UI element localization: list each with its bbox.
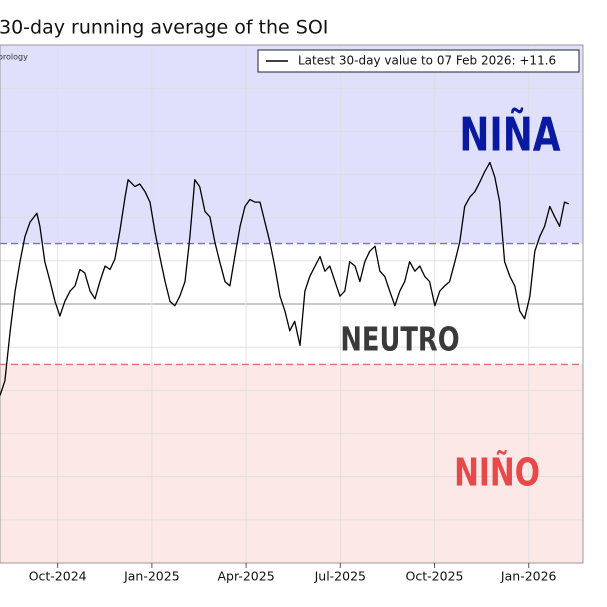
x-tick-label: Jan-2025 xyxy=(123,569,180,584)
plot-area xyxy=(0,44,584,568)
zone-label: NIÑA xyxy=(459,107,560,162)
plot-frame xyxy=(0,44,584,564)
data-line xyxy=(0,161,569,396)
x-tick-label: Apr-2025 xyxy=(218,569,275,584)
legend-label: Latest 30-day value to 07 Feb 2026: +11.… xyxy=(298,54,556,68)
x-tick-label: Oct-2025 xyxy=(406,569,464,584)
nina-band xyxy=(0,45,583,244)
x-tick-label: Oct-2024 xyxy=(29,569,87,584)
legend-box xyxy=(257,49,580,73)
x-tick-label: Jul-2025 xyxy=(314,569,366,584)
nino-band xyxy=(0,364,583,563)
x-tick-label: Jan-2026 xyxy=(500,569,557,584)
zone-label: NIÑO xyxy=(454,450,540,496)
zone-label: NEUTRO xyxy=(340,320,459,358)
source-text: orology xyxy=(0,53,28,62)
chart-title: 30-day running average of the SOI xyxy=(0,17,328,39)
